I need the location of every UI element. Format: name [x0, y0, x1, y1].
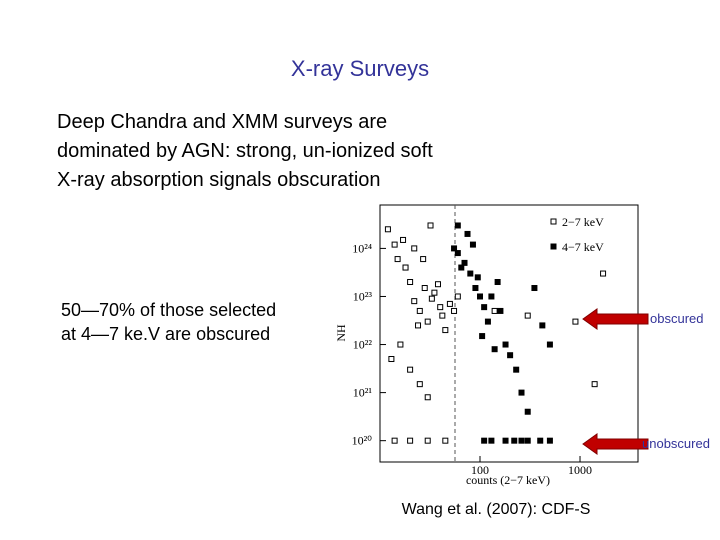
paragraph-line: dominated by AGN: strong, un-ionized sof… — [57, 140, 433, 162]
point — [591, 381, 598, 388]
point — [427, 222, 434, 229]
point — [391, 437, 398, 444]
point — [407, 279, 414, 286]
point — [488, 293, 495, 300]
point — [397, 341, 404, 348]
citation: Wang et al. (2007): CDF-S — [402, 501, 591, 518]
point — [537, 437, 544, 444]
point — [458, 264, 465, 271]
legend-label: 4−7 keV — [562, 240, 604, 254]
point — [420, 256, 427, 263]
point — [437, 304, 444, 311]
point — [454, 222, 461, 229]
point — [439, 312, 446, 319]
point — [442, 327, 449, 334]
point — [524, 312, 531, 319]
point — [474, 274, 481, 281]
point — [479, 333, 486, 340]
point — [424, 437, 431, 444]
point — [454, 250, 461, 257]
bullet-line: 50—70% of those selected — [61, 300, 276, 320]
point — [488, 437, 495, 444]
point — [461, 259, 468, 266]
point — [424, 394, 431, 401]
point — [402, 264, 409, 271]
point — [384, 226, 391, 233]
point — [518, 437, 525, 444]
y-tick-label: 10²⁴ — [352, 241, 372, 255]
y-tick-label: 10²² — [353, 338, 373, 352]
point — [388, 356, 395, 363]
arrow-label: obscured — [650, 311, 703, 326]
point — [481, 437, 488, 444]
point — [491, 346, 498, 353]
point — [497, 307, 504, 314]
point — [446, 300, 453, 307]
point — [442, 437, 449, 444]
point — [524, 437, 531, 444]
point — [472, 285, 479, 292]
point — [481, 304, 488, 311]
point — [539, 322, 546, 329]
point — [416, 307, 423, 314]
point — [469, 241, 476, 248]
point — [424, 318, 431, 325]
legend-label: 2−7 keV — [562, 215, 604, 229]
point — [411, 245, 418, 252]
point — [494, 279, 501, 286]
point — [428, 295, 435, 302]
point — [394, 256, 401, 263]
y-tick-label: 10²⁰ — [352, 434, 373, 448]
bullet-line: at 4—7 ke.V are obscured — [61, 324, 270, 344]
x-tick-label: 1000 — [568, 463, 592, 477]
point — [434, 281, 441, 288]
point — [467, 270, 474, 277]
point — [464, 230, 471, 237]
point — [411, 298, 418, 305]
legend-marker — [550, 218, 557, 225]
point — [518, 389, 525, 396]
point — [572, 318, 579, 325]
point — [400, 236, 407, 243]
point — [531, 285, 538, 292]
paragraph-line: X-ray absorption signals obscuration — [57, 169, 381, 191]
y-tick-label: 10²¹ — [353, 386, 373, 400]
point — [451, 245, 458, 252]
point — [416, 381, 423, 388]
point — [391, 241, 398, 248]
point — [407, 437, 414, 444]
point — [484, 318, 491, 325]
point — [502, 341, 509, 348]
x-tick-label: 100 — [471, 463, 489, 477]
point — [451, 307, 458, 314]
legend-marker — [550, 243, 557, 250]
paragraph-line: Deep Chandra and XMM surveys are — [57, 111, 387, 133]
point — [407, 366, 414, 373]
slide-title: X-ray Surveys — [291, 56, 429, 81]
y-tick-label: 10²³ — [353, 289, 373, 303]
arrow — [582, 308, 649, 455]
y-axis-label: NH — [334, 324, 348, 342]
point — [511, 437, 518, 444]
arrow-label: unobscured — [642, 436, 710, 451]
point — [524, 408, 531, 415]
x-axis-label: counts (2−7 keV) — [466, 473, 550, 487]
point — [491, 307, 498, 314]
point — [546, 341, 553, 348]
point — [502, 437, 509, 444]
plot-frame — [379, 204, 639, 463]
point — [507, 352, 514, 359]
point — [431, 289, 438, 296]
point — [454, 293, 461, 300]
point — [477, 293, 484, 300]
point — [421, 285, 428, 292]
point — [600, 270, 607, 277]
point — [415, 322, 422, 329]
point — [546, 437, 553, 444]
point — [513, 366, 520, 373]
